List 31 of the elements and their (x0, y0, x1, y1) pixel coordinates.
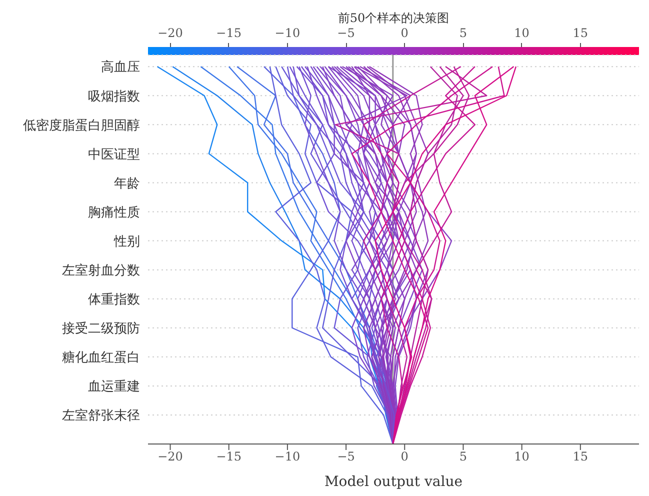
color-bar-label: 0 (400, 26, 410, 40)
y-tick-label: 低密度脂蛋白胆固醇 (23, 117, 140, 134)
x-tick-label: −10 (274, 450, 300, 464)
y-tick-label: 吸烟指数 (88, 89, 140, 104)
x-tick-label: −20 (158, 450, 183, 464)
x-tick-label: 5 (459, 450, 468, 464)
color-bar-label: 5 (458, 26, 468, 40)
color-bar-label: 10 (513, 26, 530, 40)
color-bar-label: −15 (215, 26, 242, 40)
x-axis-title: Model output value (324, 474, 463, 490)
y-tick-label: 血运重建 (88, 380, 140, 395)
chart-title: 前50个样本的决策图 (336, 10, 450, 27)
y-tick-label: 中医证型 (88, 147, 140, 162)
x-tick-label: 10 (514, 450, 530, 464)
color-bar-label: −10 (274, 26, 302, 40)
y-tick-label: 年龄 (114, 176, 140, 192)
y-tick-label: 性别 (113, 234, 140, 250)
y-tick-label: 胸痛性质 (88, 205, 140, 220)
x-tick-label: −15 (216, 450, 242, 464)
color-bar-label: −20 (156, 26, 184, 40)
y-tick-label: 体重指数 (88, 292, 140, 308)
x-tick-label: 15 (572, 450, 588, 464)
color-bar-label: −5 (336, 26, 356, 40)
color-bar-label: 15 (572, 26, 590, 40)
y-tick-label: 左室射血分数 (62, 262, 140, 278)
y-tick-label: 高血压 (101, 59, 140, 76)
y-tick-label: 左室舒张末径 (62, 408, 140, 424)
x-tick-label: −5 (337, 450, 355, 464)
x-tick-label: 0 (400, 450, 408, 464)
y-tick-label: 糖化血红蛋白 (62, 350, 140, 366)
y-tick-label: 接受二级预防 (62, 321, 140, 336)
